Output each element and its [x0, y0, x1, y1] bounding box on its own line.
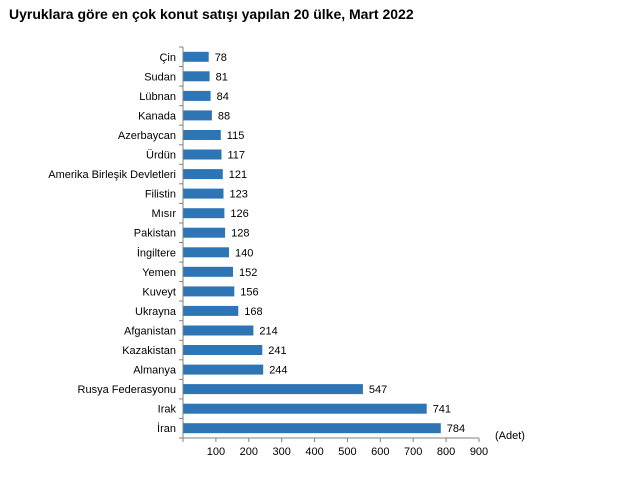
x-tick-label: 600	[371, 446, 389, 458]
data-label: 121	[229, 169, 247, 181]
bar	[183, 325, 254, 336]
bar	[183, 208, 225, 219]
category-label: Amerika Birleşik Devletleri	[48, 169, 176, 181]
data-label: 214	[259, 326, 277, 338]
bar	[183, 345, 263, 355]
bar	[183, 169, 223, 180]
category-label: Kuveyt	[142, 286, 176, 298]
category-label: Sudan	[144, 71, 176, 83]
data-label: 117	[228, 150, 246, 162]
x-tick-label: 300	[273, 446, 291, 458]
category-label: Mısır	[152, 208, 177, 220]
category-label: Afganistan	[124, 326, 176, 338]
data-label: 140	[235, 247, 253, 259]
category-label: Yemen	[142, 267, 176, 279]
category-label: Lübnan	[139, 91, 176, 103]
data-label: 123	[230, 189, 248, 201]
bar	[183, 188, 224, 199]
category-label: Azerbaycan	[118, 130, 176, 142]
x-axis-unit-label: (Adet)	[495, 430, 525, 442]
bar	[183, 286, 235, 297]
bar	[183, 266, 233, 277]
data-label: 547	[369, 384, 387, 396]
x-tick-label: 900	[470, 446, 488, 458]
bar	[183, 130, 221, 140]
x-tick-label: 700	[404, 446, 422, 458]
x-tick-label: 100	[207, 446, 225, 458]
category-label: İngiltere	[137, 246, 176, 259]
chart-title: Uyruklara göre en çok konut satışı yapıl…	[9, 6, 414, 22]
data-label: 115	[227, 130, 245, 142]
category-label: Filistin	[145, 189, 176, 201]
category-label: Ürdün	[146, 150, 176, 162]
category-label: Ukrayna	[135, 306, 177, 318]
bar	[183, 364, 264, 375]
data-label: 244	[269, 365, 287, 377]
data-label: 78	[215, 52, 227, 64]
category-label: Irak	[158, 404, 177, 416]
data-label: 126	[230, 208, 248, 220]
bar	[183, 71, 210, 82]
bar	[183, 423, 441, 434]
bar	[183, 51, 209, 62]
bar	[183, 90, 211, 101]
x-tick-label: 800	[437, 446, 455, 458]
bar	[183, 227, 226, 238]
bar	[183, 149, 222, 160]
x-tick-label: 400	[305, 446, 323, 458]
category-label: Kanada	[138, 110, 177, 122]
category-label: Çin	[159, 52, 176, 64]
x-tick-label: 200	[240, 446, 258, 458]
data-label: 128	[231, 228, 249, 240]
data-label: 156	[240, 286, 258, 298]
bars-layer: Çin 78 Sudan 81 Lübnan 84 Kanada 88 Azerbaycan 11…	[48, 51, 465, 435]
axis-layer: 100 200 300 400 500 600 700 800 900	[179, 46, 488, 458]
data-label: 152	[239, 267, 257, 279]
category-label: Rusya Federasyonu	[78, 384, 176, 396]
category-label: İran	[157, 422, 176, 435]
bar	[183, 403, 427, 414]
bar	[183, 384, 363, 395]
x-tick-label: 500	[338, 446, 356, 458]
category-label: Almanya	[133, 365, 177, 377]
category-label: Kazakistan	[122, 345, 176, 357]
data-label: 81	[216, 71, 228, 83]
bar	[183, 110, 212, 121]
data-label: 168	[244, 306, 262, 318]
data-label: 84	[217, 91, 229, 103]
bar	[183, 247, 229, 258]
category-label: Pakistan	[134, 228, 176, 240]
data-label: 784	[447, 423, 465, 435]
data-label: 741	[433, 404, 451, 416]
data-label: 88	[218, 110, 230, 122]
data-label: 241	[268, 345, 286, 357]
bar	[183, 305, 239, 316]
